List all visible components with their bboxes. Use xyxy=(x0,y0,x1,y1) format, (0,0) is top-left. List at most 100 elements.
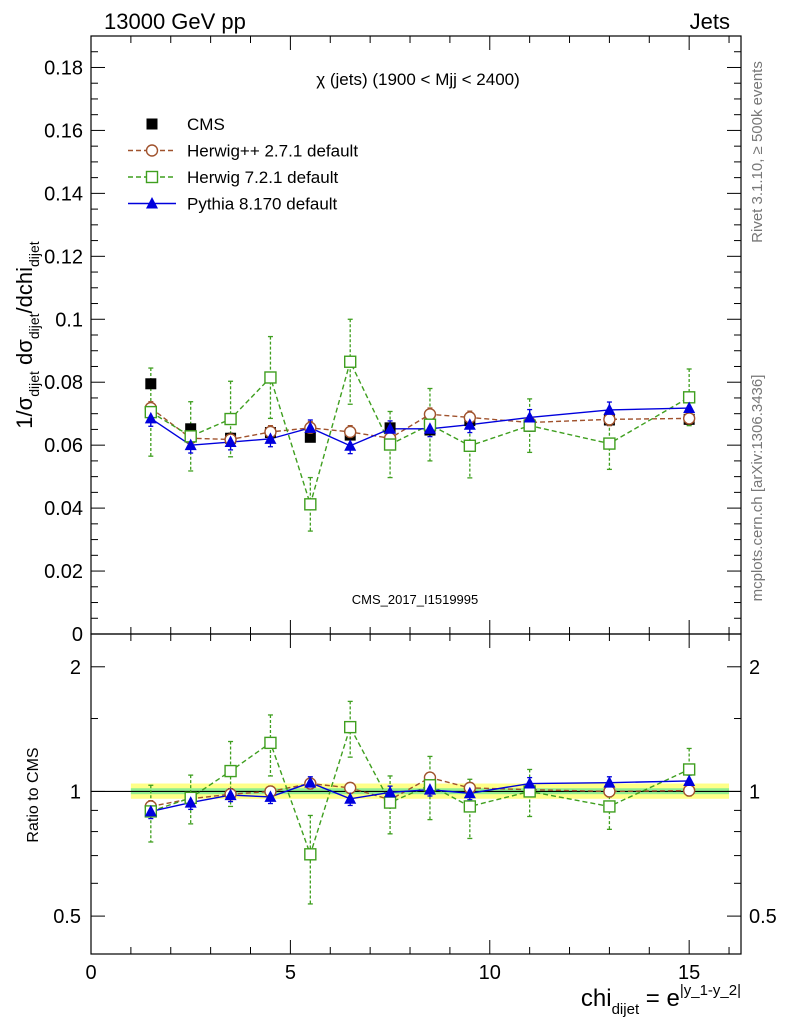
ratio-series-markers xyxy=(144,720,696,861)
main-axis-ticks: 0 0.02 0.04 0.06 0.08 0.1 0.12 0.14 0.16 0.18 xyxy=(44,35,741,646)
main-point-pythia xyxy=(224,435,237,448)
legend-label-herwig7: Herwig 7.2.1 default xyxy=(187,168,338,187)
ratio-point-pythia xyxy=(683,774,696,786)
ratio-point-pythia xyxy=(463,786,476,799)
main-point-herwig_pp xyxy=(344,425,357,439)
main-y-tick-label: 0.12 xyxy=(44,246,83,268)
side-label-rivet: Rivet 3.1.10, ≥ 500k events xyxy=(749,61,766,243)
legend-label-pythia: Pythia 8.170 default xyxy=(187,195,338,214)
ratio-point-herwig7 xyxy=(682,763,696,776)
main-y-tick-label: 0.06 xyxy=(44,435,83,457)
main-point-pythia xyxy=(423,422,436,434)
ratio-y-axis-label: Ratio to CMS xyxy=(25,747,42,842)
side-label-mcplots: mcplots.cern.ch [arXiv:1306.3436] xyxy=(749,375,766,602)
main-point-herwig_pp xyxy=(423,408,437,421)
main-panel: 0 0.02 0.04 0.06 0.08 0.1 0.12 0.14 0.16 0.18 χ (… xyxy=(44,35,742,646)
main-point-pythia xyxy=(264,432,277,444)
ratio-point-herwig7 xyxy=(264,736,277,750)
main-y-tick-label: 0 xyxy=(72,624,83,646)
x-tick-label: 5 xyxy=(285,962,296,984)
ratio-point-herwig7 xyxy=(603,800,616,813)
main-y-tick-label: 0.14 xyxy=(44,183,83,205)
header-right-label: Jets xyxy=(690,9,730,34)
ratio-point-herwig7 xyxy=(304,848,317,861)
ratio-point-pythia xyxy=(603,776,616,788)
legend-marker-herwig_pp xyxy=(145,144,159,157)
main-line-pythia xyxy=(150,407,690,447)
watermark-analysis: CMS_2017_I1519995 xyxy=(352,592,479,607)
legend-label-herwig_pp: Herwig++ 2.7.1 default xyxy=(187,142,358,161)
x-axis-label: chidijet = e|y_1-y_2| xyxy=(581,982,741,1018)
main-point-pythia xyxy=(144,411,157,424)
main-point-herwig7 xyxy=(682,391,696,404)
ratio-y-tick-label-right: 0.5 xyxy=(749,906,777,928)
ratio-axis-ticks: 0.5 0.5 1 1 2 2 0 5 10 15 xyxy=(53,634,777,984)
ratio-point-pythia xyxy=(423,783,436,795)
header-left-label: 13000 GeV pp xyxy=(104,9,246,34)
ratio-y-tick-label-right: 1 xyxy=(749,781,760,803)
ratio-point-pythia xyxy=(344,792,357,804)
ratio-point-herwig_pp xyxy=(344,781,357,795)
ratio-y-tick-label-right: 2 xyxy=(749,657,760,679)
main-y-tick-label: 0.08 xyxy=(44,372,83,394)
ratio-line-pythia xyxy=(150,780,690,813)
x-tick-label: 10 xyxy=(479,962,501,984)
main-point-pythia xyxy=(384,422,397,434)
main-point-herwig7 xyxy=(603,437,616,450)
ratio-plot-frame xyxy=(90,633,742,955)
main-point-pythia xyxy=(603,403,616,415)
main-point-herwig7 xyxy=(224,412,237,426)
x-tick-label: 15 xyxy=(678,962,700,984)
main-y-axis-label: 1/σdijet dσdijet/dchidijet xyxy=(12,241,42,429)
main-point-herwig7 xyxy=(344,355,357,368)
legend: CMS Herwig++ 2.7.1 default Herwig 7.2.1 de… xyxy=(128,115,358,214)
ratio-point-pythia xyxy=(224,788,237,801)
ratio-y-tick-label: 1 xyxy=(70,781,81,803)
main-point-cms xyxy=(145,378,157,390)
main-line-herwig_pp xyxy=(150,407,690,441)
main-point-herwig7 xyxy=(304,498,317,511)
main-series-markers xyxy=(144,355,696,511)
main-point-pythia xyxy=(463,418,476,430)
main-point-pythia xyxy=(304,421,317,433)
ratio-y-tick-label: 0.5 xyxy=(53,906,81,928)
main-y-tick-label: 0.02 xyxy=(44,561,83,583)
main-point-herwig_pp xyxy=(603,413,616,426)
legend-marker-cms xyxy=(146,118,158,130)
ratio-point-pythia xyxy=(264,790,277,802)
ratio-point-herwig7 xyxy=(383,796,397,809)
main-y-tick-label: 0.16 xyxy=(44,120,83,142)
ratio-line-herwig7 xyxy=(150,725,690,857)
main-point-pythia xyxy=(184,438,197,451)
ratio-point-pythia xyxy=(523,777,536,789)
main-y-tick-label: 0.1 xyxy=(55,309,83,331)
legend-marker-pythia xyxy=(146,197,158,209)
ratio-point-herwig7 xyxy=(224,764,237,778)
ratio-point-herwig7 xyxy=(344,720,357,734)
ratio-series-lines xyxy=(150,725,690,857)
ratio-point-herwig_pp xyxy=(682,784,696,797)
main-y-tick-label: 0.18 xyxy=(44,57,83,79)
main-line-herwig7 xyxy=(150,359,690,507)
main-point-herwig7 xyxy=(383,438,397,451)
main-series-lines xyxy=(150,359,690,507)
legend-marker-herwig7 xyxy=(145,170,159,184)
main-y-tick-label: 0.04 xyxy=(44,498,83,520)
ratio-point-pythia xyxy=(304,776,317,788)
main-point-herwig7 xyxy=(463,439,477,452)
main-point-pythia xyxy=(683,401,696,414)
plot-title: χ (jets) (1900 < Mjj < 2400) xyxy=(316,70,520,89)
main-point-herwig7 xyxy=(264,371,277,384)
main-point-pythia xyxy=(344,439,357,451)
ratio-y-tick-label: 2 xyxy=(70,657,81,679)
ratio-line-herwig_pp xyxy=(150,776,690,808)
legend-label-cms: CMS xyxy=(187,115,225,134)
x-tick-label: 0 xyxy=(85,962,96,984)
main-point-pythia xyxy=(523,410,536,423)
ratio-panel: 0.5 0.5 1 1 2 2 0 5 10 15 xyxy=(53,633,777,984)
ratio-point-pythia xyxy=(184,796,197,808)
main-point-cms xyxy=(304,431,316,443)
ratio-point-herwig7 xyxy=(463,800,477,813)
ratio-point-pythia xyxy=(144,804,157,817)
